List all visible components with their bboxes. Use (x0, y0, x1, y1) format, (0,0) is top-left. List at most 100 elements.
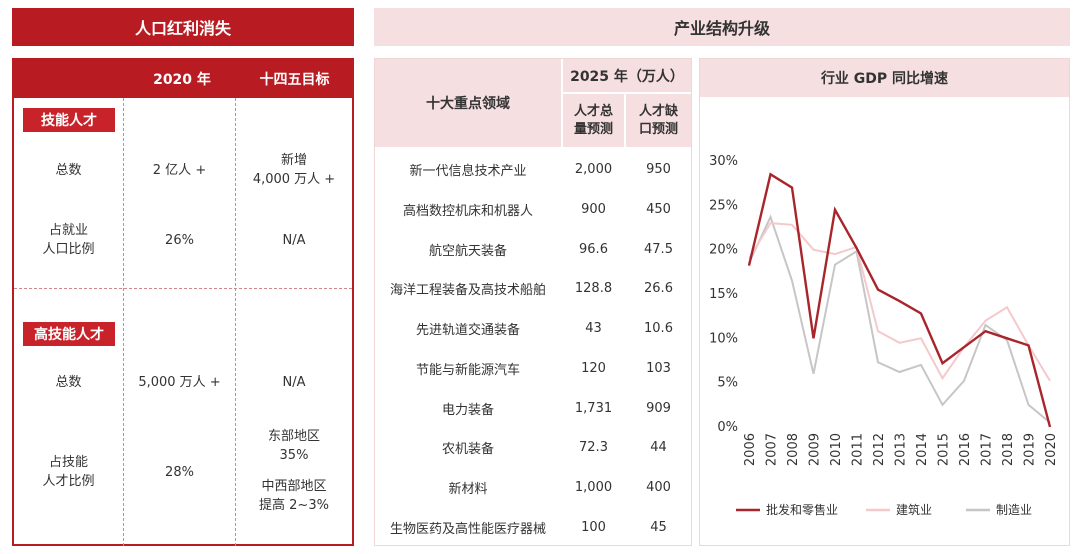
gap-cell: 10.6 (644, 321, 673, 337)
total-cell: 120 (581, 360, 606, 376)
x-tick-label: 2006 (743, 433, 758, 466)
cell-2020: 2 亿人 + (152, 162, 207, 178)
gap-cell: 45 (650, 519, 667, 535)
field-cell: 节能与新能源汽车 (415, 362, 520, 378)
x-tick-label: 2015 (937, 433, 952, 466)
talent-table-header: 2020 年 十四五目标 (14, 60, 352, 98)
table-row: 航空航天装备 96.6 47.5 (375, 229, 691, 269)
table-row: 电力装备 1,731 909 (375, 388, 691, 428)
row-label: 总数 (55, 162, 82, 178)
gap-cell: 103 (646, 360, 671, 376)
key-fields-table: 十大重点领域 2025 年（万人） 人才总 量预测 人才缺 口预测 新一代信息技… (374, 58, 692, 546)
y-tick-label: 10% (709, 331, 738, 346)
total-cell: 128.8 (574, 281, 613, 297)
gap-cell: 44 (650, 440, 667, 456)
x-tick-label: 2010 (829, 433, 844, 466)
column-divider (624, 94, 626, 545)
gap-cell: 26.6 (644, 281, 673, 297)
table-row: 生物医药及高性能医疗器械 100 45 (375, 507, 691, 547)
right-header-title: 产业结构升级 (673, 19, 770, 38)
table-row: 农机装备 72.3 44 (375, 428, 691, 468)
chart-title: 行业 GDP 同比增速 (700, 59, 1069, 97)
x-tick-label: 2016 (958, 433, 973, 466)
col-group-header: 2025 年（万人） (563, 59, 691, 92)
gap-cell: 450 (646, 202, 671, 218)
table-row: 新一代信息技术产业 2,000 950 (375, 150, 691, 190)
table-row: 节能与新能源汽车 120 103 (375, 349, 691, 389)
total-cell: 2,000 (574, 162, 613, 178)
gap-cell: 950 (646, 162, 671, 178)
total-cell: 72.3 (579, 440, 608, 456)
col-2020-header: 2020 年 (153, 72, 211, 88)
field-cell: 先进轨道交通装备 (415, 323, 520, 339)
cell-target: 新增 4,000 万人 + (252, 153, 336, 187)
x-tick-label: 2017 (980, 433, 995, 466)
field-cell: 海洋工程装备及高技术船舶 (389, 283, 546, 299)
x-tick-label: 2011 (851, 433, 866, 466)
total-cell: 100 (581, 519, 606, 535)
left-section-header: 人口红利消失 (12, 8, 354, 46)
col-target-header: 十四五目标 (259, 72, 330, 88)
x-tick-label: 2009 (808, 433, 823, 466)
y-tick-label: 5% (717, 376, 738, 391)
x-tick-label: 2020 (1044, 433, 1059, 466)
legend-label: 制造业 (996, 503, 1032, 517)
cell-2020: 26% (165, 232, 194, 248)
chart-canvas: 0% 5% 10% 15% 20% 25% 30% 2006 2007 2008 2009 2010 2… (709, 154, 1059, 517)
right-section-header: 产业结构升级 (374, 8, 1070, 46)
field-cell: 电力装备 (441, 402, 494, 418)
y-tick-label: 15% (709, 287, 738, 302)
total-cell: 96.6 (579, 241, 608, 257)
row-label: 占技能 人才比例 (42, 455, 95, 489)
col-total-header: 人才总 量预测 (563, 94, 624, 147)
talent-table: 2020 年 十四五目标 技能人才 总数 2 亿人 + 新增 4,000 万人 … (12, 58, 354, 546)
x-tick-label: 2007 (765, 433, 780, 466)
gap-cell: 909 (646, 400, 671, 416)
cell-target-east: 东部地区 35% (267, 429, 320, 463)
cell-target-central-west: 中西部地区 提高 2~3% (259, 479, 329, 513)
column-divider (123, 98, 124, 546)
x-tick-label: 2019 (1023, 433, 1038, 466)
field-cell: 新材料 (448, 481, 488, 497)
cell-2020: 5,000 万人 + (138, 374, 221, 390)
section-divider (14, 288, 352, 289)
y-tick-label: 0% (717, 420, 738, 435)
legend-label: 批发和零售业 (766, 502, 838, 517)
field-cell: 新一代信息技术产业 (409, 164, 527, 180)
x-tick-label: 2013 (894, 433, 909, 466)
field-cell: 航空航天装备 (428, 243, 507, 259)
cell-target: N/A (282, 374, 306, 390)
cell-2020: 28% (165, 464, 194, 480)
col-field-header: 十大重点领域 (375, 59, 561, 147)
y-tick-label: 20% (709, 243, 738, 258)
x-tick-label: 2008 (786, 433, 801, 466)
total-cell: 1,731 (574, 400, 613, 416)
x-tick-label: 2014 (915, 433, 930, 466)
row-label: 总数 (55, 374, 82, 390)
table-row: 先进轨道交通装备 43 10.6 (375, 309, 691, 349)
total-cell: 1,000 (574, 479, 613, 495)
gdp-growth-chart: 行业 GDP 同比增速 0% 5% 10% 15% 20% 25% 30% 2006 2007 2… (699, 58, 1070, 546)
table-row: 新材料 1,000 400 (375, 468, 691, 508)
x-tick-label: 2012 (872, 433, 887, 466)
table-row: 高档数控机床和机器人 900 450 (375, 190, 691, 230)
gap-cell: 400 (646, 479, 671, 495)
column-divider (561, 59, 563, 545)
gap-cell: 47.5 (644, 241, 673, 257)
field-cell: 高档数控机床和机器人 (402, 204, 533, 220)
field-cell: 农机装备 (441, 442, 494, 458)
badge-high-skilled: 高技能人才 (23, 322, 115, 346)
field-cell: 生物医药及高性能医疗器械 (389, 521, 546, 537)
legend-label: 建筑业 (896, 502, 932, 517)
y-tick-label: 30% (709, 154, 738, 169)
y-tick-label: 25% (709, 198, 738, 213)
total-cell: 43 (585, 321, 602, 337)
table-row: 海洋工程装备及高技术船舶 128.8 26.6 (375, 269, 691, 309)
badge-skilled: 技能人才 (23, 108, 115, 132)
series-line (747, 172, 1052, 428)
x-tick-label: 2018 (1001, 433, 1016, 466)
row-label: 占就业 人口比例 (42, 223, 95, 257)
cell-target: N/A (282, 232, 306, 248)
series-line (748, 214, 1051, 424)
column-divider (235, 98, 236, 546)
